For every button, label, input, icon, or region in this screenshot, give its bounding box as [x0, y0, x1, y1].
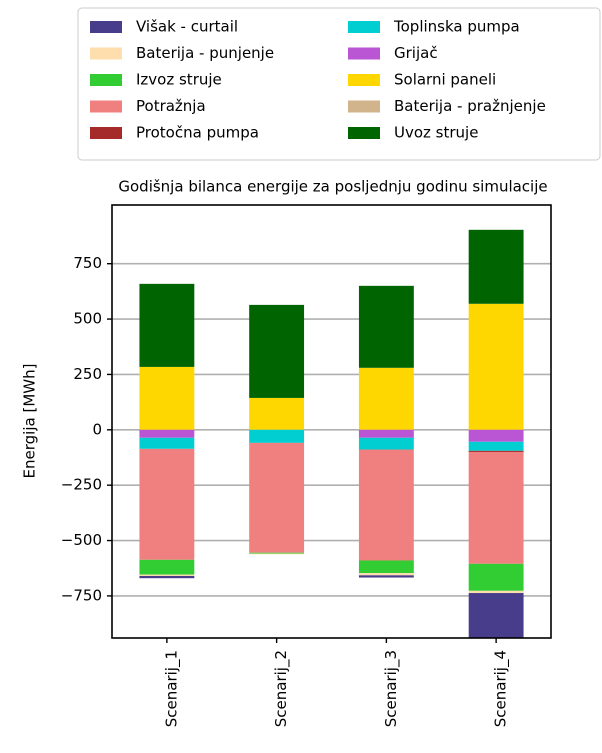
legend-swatch: [348, 74, 380, 86]
bar-segment: [139, 437, 195, 449]
y-tick-label: −250: [61, 476, 102, 494]
bar-segment: [468, 441, 524, 451]
legend-swatch: [90, 127, 122, 139]
bar-segment: [249, 429, 305, 443]
legend-label: Grijač: [394, 44, 438, 62]
y-tick-label: −750: [61, 586, 102, 604]
y-axis-label: Energija [MWh]: [21, 364, 39, 479]
legend-label: Baterija - pražnjenje: [394, 97, 546, 115]
legend-label: Potražnja: [136, 97, 206, 115]
y-tick-label: 250: [73, 365, 102, 383]
x-tick-label: Scenarij_3: [382, 650, 401, 727]
legend-swatch: [348, 127, 380, 139]
legend-swatch: [90, 74, 122, 86]
legend-label: Uvoz struje: [394, 124, 478, 142]
bar-segment: [358, 560, 414, 574]
legend-swatch: [90, 21, 122, 33]
y-tick-label: 0: [92, 420, 102, 438]
bar-segment: [468, 450, 524, 452]
bar-segment: [139, 429, 195, 438]
legend-swatch: [348, 21, 380, 33]
bar-segment: [358, 575, 414, 578]
bar-segment: [139, 559, 195, 575]
y-tick-label: −500: [61, 531, 102, 549]
bar-segment: [468, 590, 524, 594]
x-tick-label: Scenarij_4: [492, 650, 511, 727]
bar-segment: [358, 285, 414, 368]
bar-segment: [468, 229, 524, 304]
legend-label: Baterija - punjenje: [136, 44, 274, 62]
bar-segment: [358, 429, 414, 438]
bar-segment: [468, 593, 524, 638]
x-tick-label: Scenarij_2: [272, 650, 291, 727]
legend-box: [77, 7, 601, 161]
bar-segment: [139, 575, 195, 579]
bar-segment: [139, 574, 195, 576]
legend-swatch: [90, 47, 122, 60]
bar-segment: [358, 437, 414, 450]
bar-segment: [358, 449, 414, 561]
legend-label: Toplinska pumpa: [393, 18, 520, 36]
legend-swatch: [348, 47, 380, 60]
legend-swatch: [348, 100, 380, 113]
bar-segment: [139, 366, 195, 430]
legend-label: Solarni paneli: [394, 71, 496, 89]
plot-frame: [111, 204, 552, 639]
plot-area: [112, 229, 551, 638]
bar-segment: [468, 303, 524, 430]
bar-segment: [249, 552, 305, 554]
bar-segment: [249, 304, 305, 398]
legend-swatch: [90, 100, 122, 113]
chart-title: Godišnja bilanca energije za posljednju …: [118, 178, 547, 196]
bar-segment: [249, 442, 305, 553]
bar-segment: [358, 367, 414, 430]
bar-segment: [249, 397, 305, 430]
y-tick-label: 500: [73, 310, 102, 328]
bar-segment: [468, 563, 524, 591]
bar-segment: [139, 283, 195, 367]
bar-segment: [468, 451, 524, 564]
bar-segment: [358, 573, 414, 576]
bar-segment: [249, 553, 305, 555]
x-tick-label: Scenarij_1: [162, 650, 181, 727]
bar-segment: [139, 448, 195, 560]
legend-label: Višak - curtail: [136, 18, 238, 36]
legend-label: Protočna pumpa: [136, 124, 259, 142]
legend-label: Izvoz struje: [136, 71, 222, 89]
y-tick-label: 750: [73, 254, 102, 272]
bar-segment: [468, 429, 524, 442]
